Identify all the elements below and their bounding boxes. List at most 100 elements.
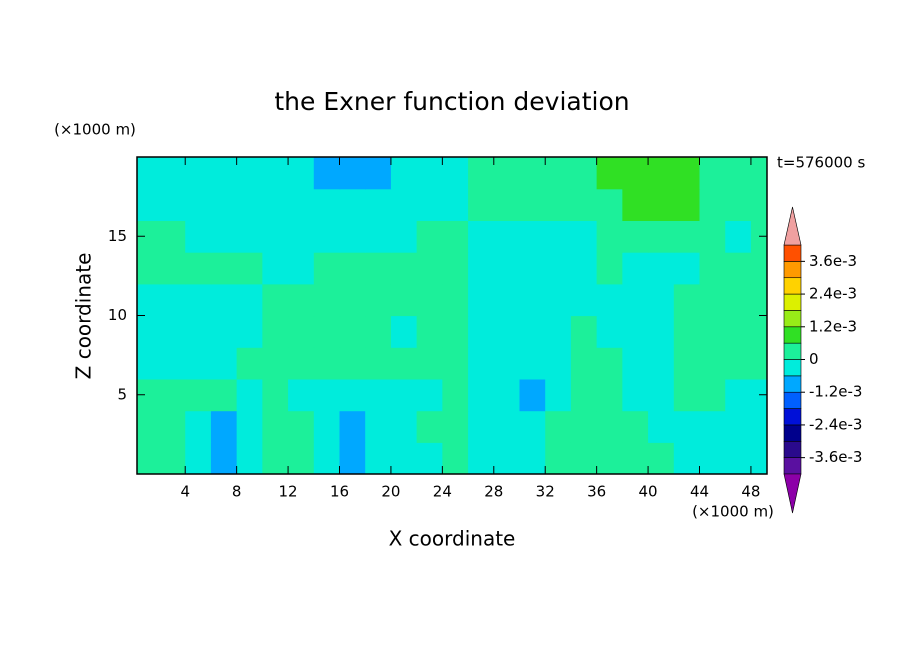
contour-cell: [596, 347, 623, 380]
contour-cell: [545, 283, 572, 317]
contour-cell: [339, 188, 366, 221]
colorbar-band: [783, 391, 802, 409]
contour-cell: [390, 252, 418, 285]
contour-cell: [313, 315, 341, 348]
contour-cell: [416, 157, 443, 190]
contour-cell: [236, 283, 263, 317]
contour-cell: [493, 378, 521, 412]
x-tick-label: 36: [587, 483, 606, 501]
contour-cell: [750, 188, 767, 221]
contour-cell: [596, 283, 623, 317]
contour-cell: [750, 252, 767, 285]
contour-cell: [442, 315, 469, 348]
contour-cell: [288, 378, 315, 412]
contour-cell: [137, 157, 161, 190]
contour-cell: [137, 220, 161, 253]
contour-cell: [468, 220, 495, 253]
contour-cell: [622, 220, 649, 253]
contour-cell: [493, 442, 521, 474]
contour-cell: [545, 378, 572, 412]
contour-cell: [339, 347, 366, 380]
contour-cell: [725, 315, 752, 348]
contour-cell: [416, 220, 443, 253]
contour-cell: [262, 252, 289, 285]
contour-cell: [699, 157, 726, 190]
contour-cell: [442, 442, 469, 474]
x-tick-label: 12: [279, 483, 298, 501]
contour-cell: [313, 442, 341, 474]
contour-cell: [622, 347, 649, 380]
contour-cell: [210, 252, 238, 285]
contour-cell: [262, 442, 289, 474]
contour-cell: [416, 252, 443, 285]
contour-cell: [725, 220, 752, 253]
contour-cell: [339, 315, 366, 348]
contour-cell: [570, 315, 598, 348]
contour-cell: [699, 252, 726, 285]
colorbar-band: [783, 359, 802, 377]
contour-cell: [159, 283, 186, 317]
contour-cell: [390, 188, 418, 221]
contour-cell: [699, 188, 726, 221]
contour-cell: [673, 378, 701, 412]
contour-cell: [493, 410, 521, 443]
contour-cell: [493, 188, 521, 221]
contour-cell: [185, 188, 212, 221]
colorbar-tick-label: 1.2e-3: [809, 317, 857, 335]
contour-cell: [725, 157, 752, 190]
contour-cell: [288, 315, 315, 348]
contour-cell: [137, 252, 161, 285]
contour-cell: [468, 157, 495, 190]
contour-cell: [236, 315, 263, 348]
contour-cell: [699, 220, 726, 253]
contour-cell: [468, 347, 495, 380]
contour-cell: [750, 283, 767, 317]
contour-cell: [442, 283, 469, 317]
contour-cell: [545, 157, 572, 190]
contour-cell: [442, 157, 469, 190]
contour-cell: [339, 378, 366, 412]
contour-cell: [493, 283, 521, 317]
contour-cell: [673, 347, 701, 380]
contour-cell: [648, 157, 675, 190]
contour-cell: [210, 347, 238, 380]
colorbar-tick-label: -1.2e-3: [809, 383, 862, 401]
contour-cell: [725, 378, 752, 412]
contour-cell: [365, 410, 392, 443]
contour-cell: [313, 157, 341, 190]
contour-cell: [673, 442, 701, 474]
contour-cell: [288, 157, 315, 190]
contour-cell: [416, 347, 443, 380]
axes: 4 8 12 16 20 24 28 32 36 40 44 48510153.6e-32.4e-31…: [108, 156, 862, 514]
contour-cell: [648, 378, 675, 412]
contour-cell: [545, 410, 572, 443]
x-tick-label: 48: [741, 483, 760, 501]
contour-cell: [519, 378, 546, 412]
contour-cell: [570, 378, 598, 412]
contour-cell: [622, 283, 649, 317]
contour-cell: [622, 315, 649, 348]
contour-cell: [519, 252, 546, 285]
contour-cell: [159, 157, 186, 190]
contour-cell: [468, 410, 495, 443]
contour-cell: [365, 283, 392, 317]
contour-cell: [262, 157, 289, 190]
contour-cell: [493, 252, 521, 285]
contour-cell: [339, 410, 366, 443]
contour-cell: [570, 283, 598, 317]
contour-cell: [673, 410, 701, 443]
contour-cell: [442, 347, 469, 380]
contour-cell: [673, 188, 701, 221]
contour-cell: [750, 442, 767, 474]
contour-cell: [596, 378, 623, 412]
x-tick-label: 32: [536, 483, 555, 501]
contour-cell: [750, 347, 767, 380]
x-tick-label: 16: [330, 483, 349, 501]
contour-cell: [622, 442, 649, 474]
contour-cell: [416, 315, 443, 348]
contour-cell: [596, 157, 623, 190]
contour-cell: [416, 283, 443, 317]
contour-cell: [570, 220, 598, 253]
colorbar-band: [783, 375, 802, 393]
contour-cell: [725, 347, 752, 380]
